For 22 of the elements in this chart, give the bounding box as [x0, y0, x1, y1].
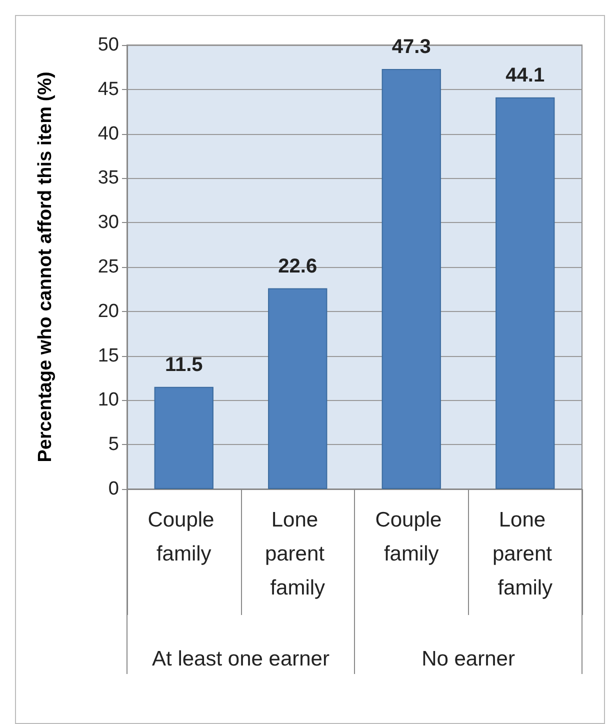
y-tick-label: 25	[98, 256, 119, 278]
y-tick-label: 50	[98, 34, 119, 56]
y-tick-label: 15	[98, 345, 119, 366]
data-label: 47.3	[392, 36, 431, 58]
text: At least one earner	[152, 648, 330, 670]
data-label: 44.1	[506, 64, 545, 86]
y-tick-label: 20	[98, 300, 119, 322]
x-tick-label: Lone parent family	[492, 508, 558, 600]
x-tick-label: Lone parent family	[264, 508, 330, 600]
y-tick-label: 0	[108, 478, 119, 500]
y-tick-label: 45	[98, 78, 119, 100]
x-tick-label: Couple family	[375, 508, 448, 566]
y-axis-title: Percentage who cannot afford this item (%)	[35, 72, 56, 462]
y-tick-label: 30	[98, 212, 119, 234]
data-label: 11.5	[164, 354, 203, 376]
text: No earner	[422, 648, 515, 670]
y-tick-label: 35	[98, 168, 119, 189]
x-tick-label: Couple family	[148, 508, 220, 566]
y-tick-label: 40	[98, 123, 119, 144]
data-label: 22.6	[278, 255, 318, 278]
y-tick-label: 10	[98, 390, 119, 411]
y-tick-label: 5	[108, 434, 119, 456]
